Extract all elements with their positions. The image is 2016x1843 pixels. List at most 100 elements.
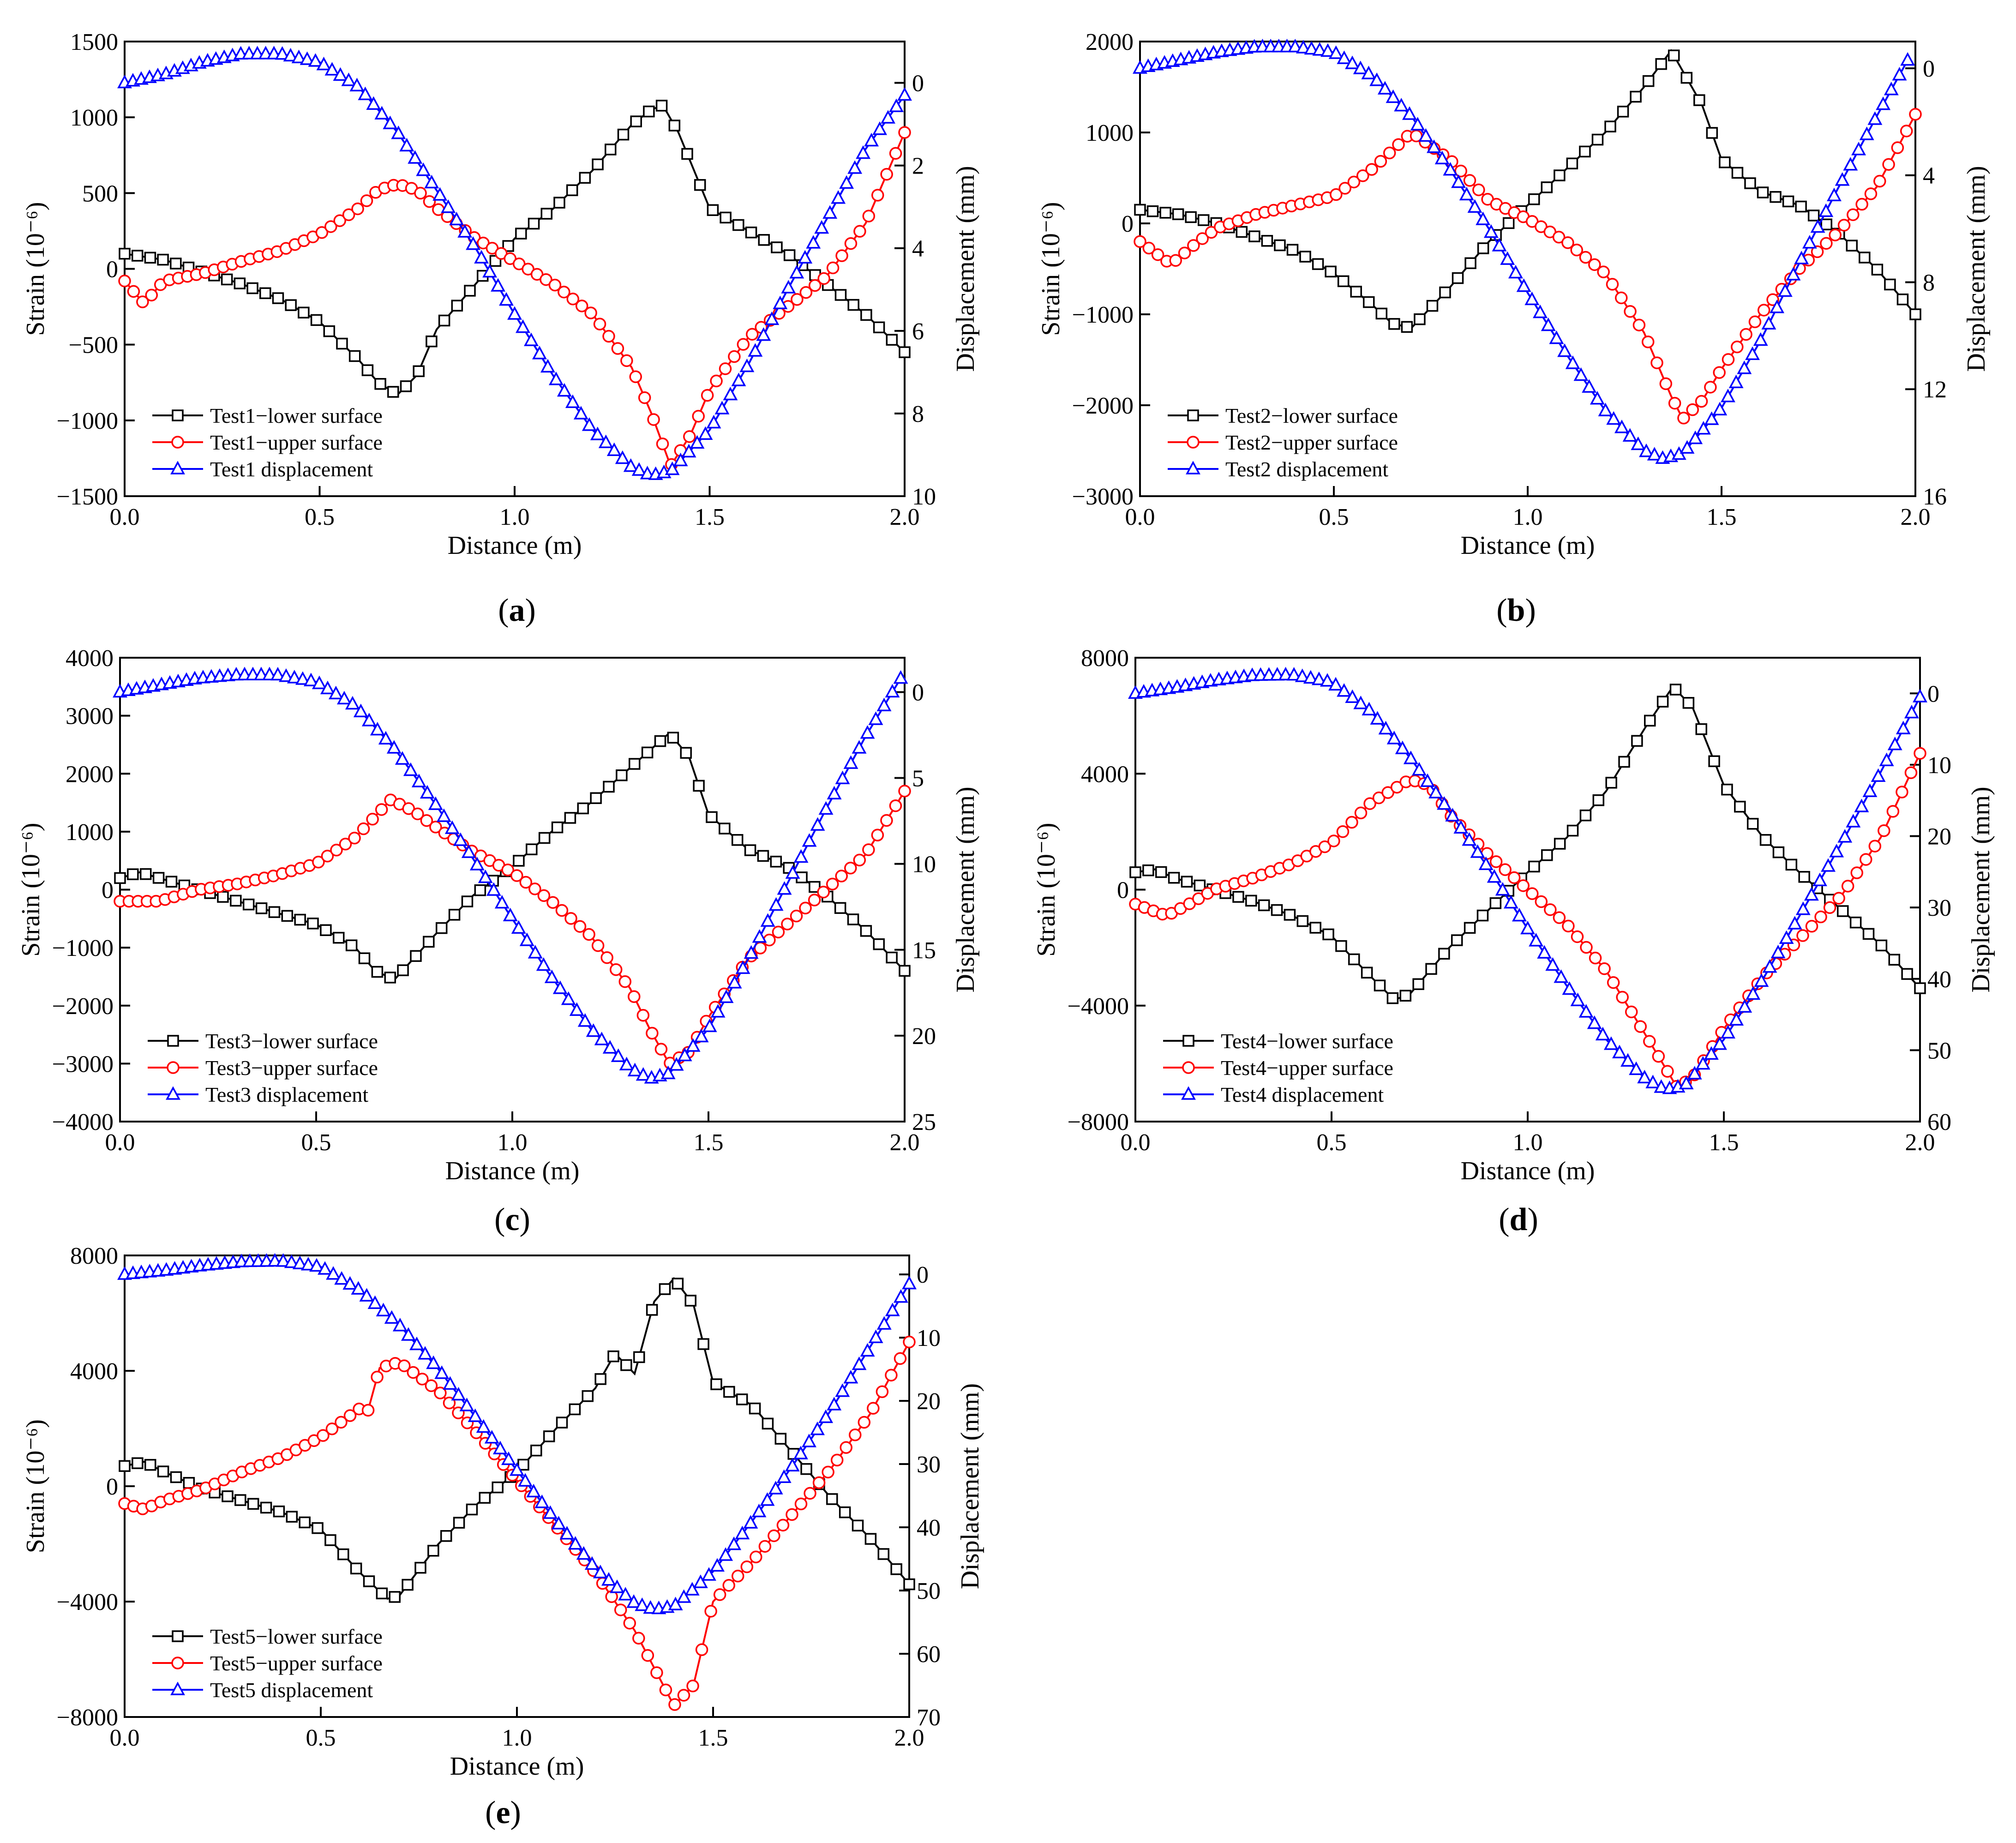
series-marker [1737,360,1752,374]
series-marker [336,337,348,350]
series-marker [308,53,323,67]
series-marker [817,885,830,899]
y2-tick-label: 10 [917,1325,941,1351]
series-marker [1734,800,1746,813]
series-marker [482,264,498,278]
y2-tick-label: 2 [912,153,924,180]
legend-marker [167,1061,180,1074]
series-marker [684,1582,700,1596]
series-marker [1753,332,1768,346]
series-marker [582,1390,594,1402]
series-marker [1487,869,1502,883]
series-marker [1325,265,1337,278]
y2-tick-label: 4 [912,236,924,262]
series-marker [864,132,879,147]
series-marker [1896,720,1911,734]
series-marker [1362,296,1375,308]
series-marker [1886,805,1900,818]
series-marker [425,1379,438,1393]
series-marker [540,359,555,373]
series-marker [303,672,318,686]
series-marker [534,1495,550,1508]
series-marker [284,1254,299,1268]
series-marker [1846,240,1858,252]
series-marker [1338,182,1351,195]
series-marker [718,1547,733,1561]
series-marker [770,855,782,868]
series-marker [1708,755,1720,767]
series-marker [1901,968,1913,980]
series-marker [582,928,595,941]
series-marker [1529,933,1544,947]
series-marker [748,343,763,357]
series-marker [1278,666,1293,681]
series-marker [1603,1036,1619,1050]
series-marker [566,293,580,306]
series-marker [1650,356,1663,369]
series-marker [1427,139,1441,153]
series-marker [300,1257,316,1271]
series-marker [1508,264,1523,279]
series-marker [1414,313,1426,325]
series-marker [1810,219,1825,233]
series-marker [758,1540,772,1553]
series-marker [719,822,731,834]
series-marker [843,755,858,769]
series-marker [1740,328,1752,341]
y-tick-label: 4000 [66,645,114,672]
series-marker [1795,200,1807,213]
series-marker [1642,75,1655,87]
series-marker [847,160,863,174]
legend-label: Test5 displacement [210,1678,373,1702]
series-marker [853,225,866,238]
series-marker [720,211,732,224]
series-marker [348,831,361,845]
series-marker [1410,117,1425,131]
y2-axis-label: Displacement (mm) [956,1383,984,1589]
series-marker [441,199,456,213]
series-marker [516,319,530,333]
series-marker [524,332,539,346]
series-marker [694,179,706,191]
series-marker [270,666,285,681]
series-marker [528,945,543,959]
series-marker [760,1492,775,1506]
panel-d: 0.0 0.5 1.0 1.5 2.0 −8000 −4000 0 4000 8000 0 10 20 3… [1032,645,1995,1237]
series-marker [579,172,591,184]
y2-tick-label: 6 [912,318,924,345]
series-marker [320,680,335,695]
series-marker [594,1373,606,1385]
series-marker [783,249,796,261]
series-marker [273,1505,285,1518]
series-marker [114,872,126,884]
x-axis-label: Distance (m) [1461,531,1595,560]
series-marker [383,115,398,129]
x-tick-label: 1.0 [1513,504,1543,530]
series-marker [719,989,734,1003]
x-axis-label: Distance (m) [445,1157,580,1185]
series-marker [532,346,547,360]
series-marker [426,1355,441,1369]
y2-tick-label: 25 [912,1109,936,1135]
series-marker [1656,696,1669,708]
series-marker [285,299,297,311]
series-marker [745,226,757,239]
series-marker [1592,794,1605,806]
series-marker [1438,948,1450,960]
series-marker [623,458,638,472]
series-marker [643,105,655,118]
series-marker [457,224,473,238]
series-marker [619,1057,634,1070]
y-tick-label: 500 [82,180,118,207]
series-marker [1731,167,1744,179]
series-marker [1579,251,1592,264]
series-marker [860,725,875,739]
series-marker [1459,186,1474,201]
series-marker [768,897,784,911]
series-marker [1645,1075,1661,1088]
y-tick-label: 1000 [1086,120,1134,146]
series-marker [1541,181,1553,193]
series-marker [1378,720,1393,735]
series-marker [1837,219,1851,232]
series-marker [694,1028,709,1043]
